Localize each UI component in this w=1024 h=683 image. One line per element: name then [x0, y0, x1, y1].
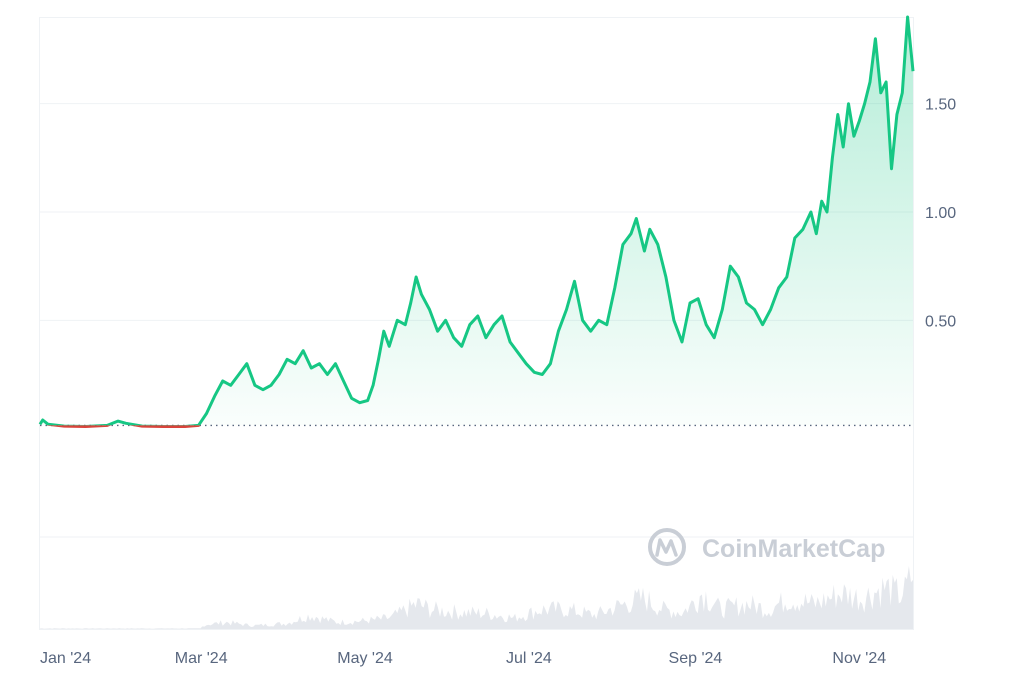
x-tick-label: Jul '24: [506, 650, 552, 667]
x-tick-label: Mar '24: [175, 650, 228, 667]
x-tick-label: Jan '24: [40, 650, 91, 667]
price-area-fill: [40, 17, 913, 426]
y-tick-label: 1.00: [925, 205, 956, 222]
x-tick-label: May '24: [337, 650, 393, 667]
x-tick-label: Nov '24: [832, 650, 886, 667]
price-area: [40, 17, 913, 426]
volume-area: [40, 566, 913, 629]
x-axis-labels: Jan '24 Mar '24 May '24 Jul '24 Sep '24 Nov '…: [40, 650, 886, 667]
y-axis-labels: 0.50 1.00 1.50: [925, 97, 956, 331]
price-line: [38, 15, 915, 428]
x-tick-label: Sep '24: [669, 650, 723, 667]
price-line-up: [38, 15, 915, 426]
volume-bars: [40, 566, 913, 629]
coinmarketcap-logo-icon: [648, 528, 686, 566]
plot-frame: [39, 17, 914, 630]
watermark-text: CoinMarketCap: [702, 535, 885, 563]
y-tick-label: 1.50: [925, 97, 956, 114]
watermark: CoinMarketCap: [648, 528, 885, 566]
y-tick-label: 0.50: [925, 313, 956, 330]
